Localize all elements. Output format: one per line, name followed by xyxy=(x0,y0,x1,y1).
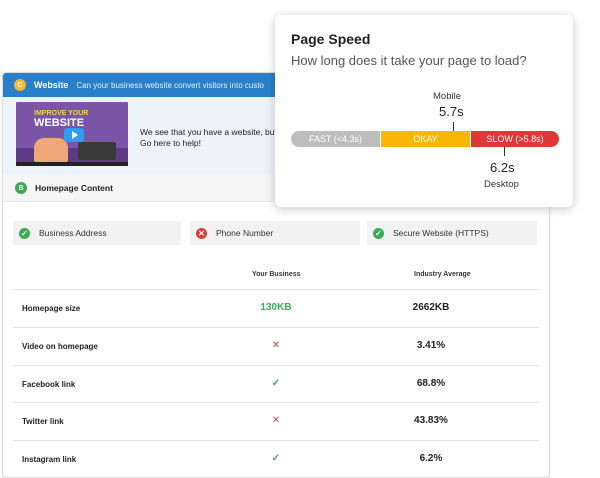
column-header-your-business: Your Business xyxy=(252,271,301,278)
table-header: Your Business Industry Average xyxy=(3,271,549,285)
x-icon: ✕ xyxy=(271,415,281,427)
thumbnail-caption-line2: WEBSITE xyxy=(34,117,85,129)
check-label: Business Address xyxy=(39,228,107,238)
row-label: Homepage size xyxy=(22,304,81,313)
desktop-label: Desktop xyxy=(484,179,519,190)
speed-scale-bar: FAST (<4.3s) OKAY SLOW (>5.8s) xyxy=(291,131,559,147)
check-secure-website: ✓ Secure Website (HTTPS) xyxy=(367,221,537,245)
table-row: Twitter link ✕ 43.83% xyxy=(13,402,539,440)
thumbnail-laptop xyxy=(78,142,116,160)
mobile-label: Mobile xyxy=(433,91,461,102)
your-value: 130KB xyxy=(260,302,292,313)
play-icon[interactable] xyxy=(64,128,84,142)
thumbnail-caption-line1: IMPROVE YOUR xyxy=(34,110,89,117)
segment-okay: OKAY xyxy=(381,131,470,147)
industry-value: 6.2% xyxy=(419,453,443,465)
grade-badge: B xyxy=(15,182,27,194)
check-business-address: ✓ Business Address xyxy=(13,221,181,245)
industry-value: 68.8% xyxy=(416,377,446,389)
page-speed-panel: Page Speed How long does it take your pa… xyxy=(275,15,573,207)
table-row: Instagram link ✓ 6.2% xyxy=(13,440,539,477)
check-circle-icon: ✓ xyxy=(373,227,384,239)
x-circle-icon: ✕ xyxy=(196,227,207,239)
section-label: Homepage Content xyxy=(35,183,113,193)
segment-slow: SLOW (>5.8s) xyxy=(471,131,559,147)
check-label: Phone Number xyxy=(216,228,274,238)
check-chips: ✓ Business Address ✕ Phone Number ✓ Secu… xyxy=(13,221,539,245)
thumbnail-person xyxy=(34,138,68,162)
check-label: Secure Website (HTTPS) xyxy=(393,228,489,238)
panel-subtitle: How long does it take your page to load? xyxy=(291,53,527,68)
desktop-value: 6.2s xyxy=(490,160,515,175)
row-label: Video on homepage xyxy=(22,341,98,351)
video-thumbnail[interactable]: IMPROVE YOUR WEBSITE xyxy=(16,102,128,166)
mobile-value: 5.7s xyxy=(439,104,464,119)
desktop-marker xyxy=(504,147,505,156)
row-label: Instagram link xyxy=(22,455,77,465)
comparison-table: Homepage size 130KB 2662KB Video on home… xyxy=(13,289,539,477)
table-row: Facebook link ✓ 68.8% xyxy=(13,364,539,403)
check-icon: ✓ xyxy=(271,453,281,465)
section-title: Website xyxy=(34,80,69,90)
row-label: Facebook link xyxy=(22,379,76,389)
grade-badge: C xyxy=(14,79,26,91)
panel-title: Page Speed xyxy=(291,31,371,47)
industry-value: 2662KB xyxy=(412,302,450,313)
video-progress-track xyxy=(16,162,128,166)
section-tagline: Can your business website convert visito… xyxy=(76,80,264,90)
table-row: Video on homepage ✕ 3.41% xyxy=(13,326,539,365)
industry-value: 43.83% xyxy=(414,415,448,427)
check-circle-icon: ✓ xyxy=(19,227,30,239)
check-phone-number: ✕ Phone Number xyxy=(190,221,360,245)
x-icon: ✕ xyxy=(271,339,281,351)
table-row: Homepage size 130KB 2662KB xyxy=(13,289,539,327)
row-label: Twitter link xyxy=(22,417,64,427)
industry-value: 3.41% xyxy=(416,339,446,351)
video-description: We see that you have a website, but Go h… xyxy=(140,127,277,148)
mobile-marker xyxy=(453,122,454,131)
segment-fast: FAST (<4.3s) xyxy=(291,131,380,147)
column-header-industry-average: Industry Average xyxy=(414,271,471,278)
check-icon: ✓ xyxy=(271,377,281,389)
